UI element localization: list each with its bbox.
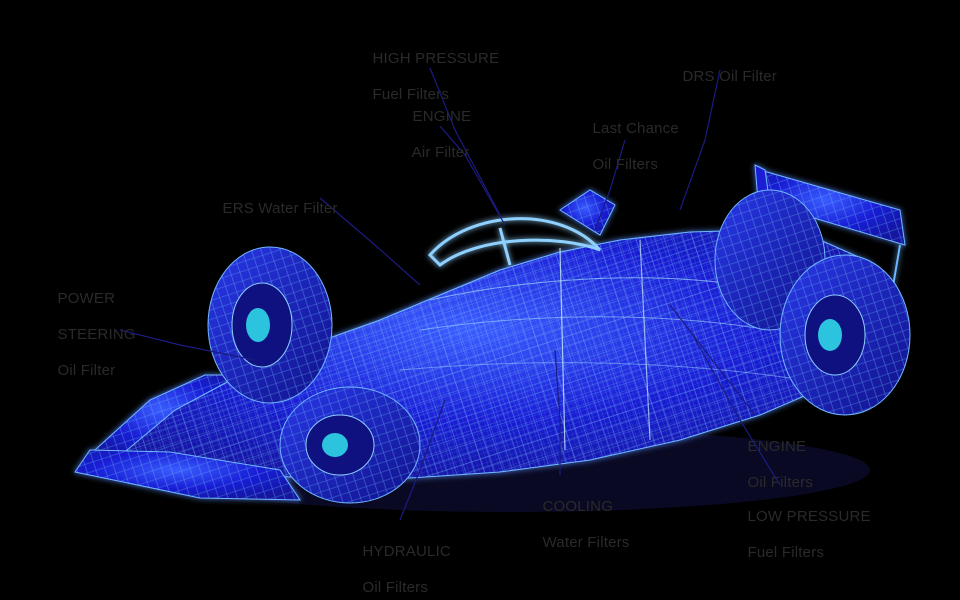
car-wireframe xyxy=(0,0,960,600)
wheel-rear-right xyxy=(780,255,910,415)
wheel-front-right xyxy=(280,387,420,503)
diagram-stage: HIGH PRESSURE Fuel Filters ENGINE Air Fi… xyxy=(0,0,960,600)
wheel-front-left xyxy=(208,247,332,403)
